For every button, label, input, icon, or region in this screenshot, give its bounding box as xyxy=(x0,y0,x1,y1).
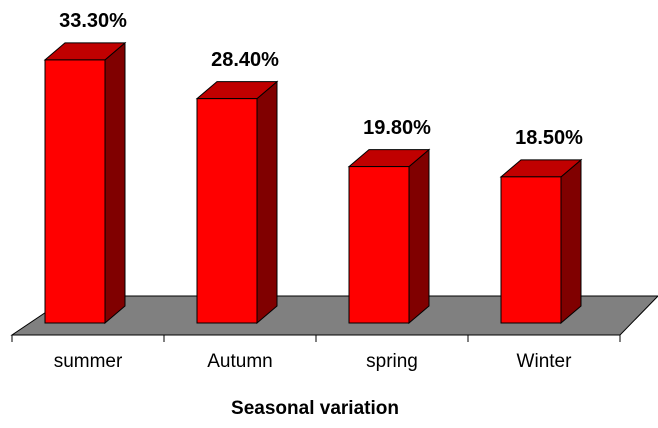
x-tick-label: Autumn xyxy=(207,351,272,372)
data-label: 33.30% xyxy=(59,10,127,32)
data-label: 28.40% xyxy=(211,49,279,71)
bar xyxy=(196,98,258,324)
x-tick-label: spring xyxy=(366,351,418,372)
bar-side xyxy=(256,80,278,325)
data-label: 19.80% xyxy=(363,117,431,139)
bar xyxy=(348,166,410,324)
bar-side xyxy=(408,148,430,325)
bar-side xyxy=(560,158,582,325)
x-tick-label: Winter xyxy=(517,351,573,372)
data-label: 18.50% xyxy=(515,127,583,149)
bar xyxy=(500,176,562,324)
bar xyxy=(44,59,106,324)
x-tick-label: summer xyxy=(54,351,123,372)
bar-side xyxy=(104,41,126,325)
x-axis-title: Seasonal variation xyxy=(231,398,399,419)
